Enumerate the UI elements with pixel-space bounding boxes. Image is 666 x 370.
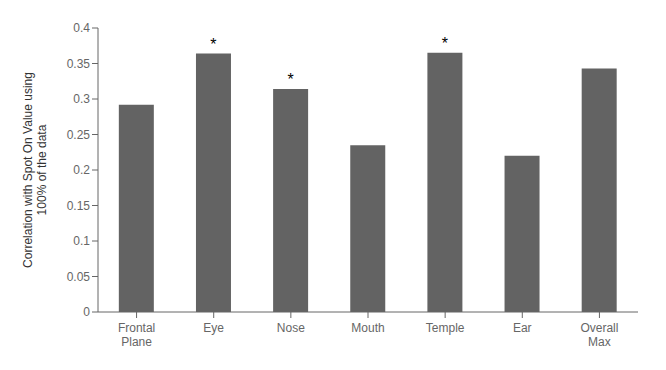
svg-text:Correlation with Spot On Value: Correlation with Spot On Value using100%… (21, 72, 49, 268)
svg-text:0.05: 0.05 (67, 270, 91, 284)
svg-text:Mouth: Mouth (351, 321, 384, 335)
svg-text:0.4: 0.4 (73, 21, 90, 35)
svg-text:*: * (442, 35, 448, 52)
svg-text:0.1: 0.1 (73, 234, 90, 248)
svg-text:0.35: 0.35 (67, 57, 91, 71)
svg-text:*: * (287, 71, 293, 88)
svg-text:FrontalPlane: FrontalPlane (118, 321, 155, 349)
svg-text:Temple: Temple (426, 321, 465, 335)
svg-text:Nose: Nose (277, 321, 305, 335)
svg-text:0.25: 0.25 (67, 128, 91, 142)
svg-text:Ear: Ear (513, 321, 532, 335)
svg-text:Eye: Eye (203, 321, 224, 335)
svg-text:*: * (210, 36, 216, 53)
svg-text:0.2: 0.2 (73, 163, 90, 177)
svg-text:0.3: 0.3 (73, 92, 90, 106)
svg-text:0: 0 (83, 305, 90, 319)
svg-text:OverallMax: OverallMax (580, 321, 618, 349)
svg-text:0.15: 0.15 (67, 199, 91, 213)
